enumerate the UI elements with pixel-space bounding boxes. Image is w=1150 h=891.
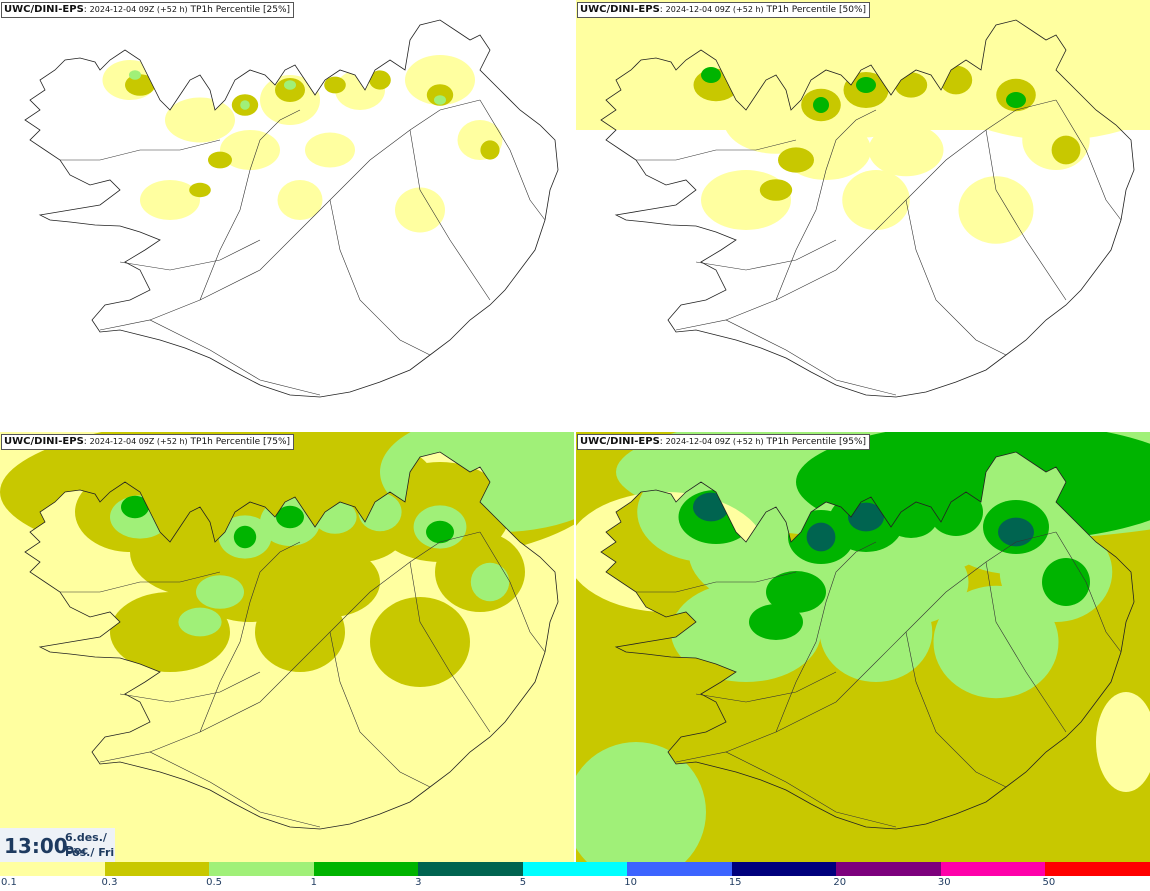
field-label: TP1h Percentile [95%] <box>766 437 867 447</box>
legend-swatch <box>522 862 629 876</box>
map-panel-p75: UWC/DINI-EPS: 2024-12-04 09Z (+52 h) TP1… <box>0 432 574 862</box>
valid-weekday: Fös./ Fri <box>65 846 115 859</box>
legend-tick-label: 50 <box>1042 877 1056 888</box>
valid-date: 6.des./ Dec <box>65 831 107 857</box>
field-label: TP1h Percentile [75%] <box>190 437 291 447</box>
precip-map-p95 <box>576 432 1150 862</box>
precip-map-p25 <box>24 19 559 398</box>
map-panel-p50: UWC/DINI-EPS: 2024-12-04 09Z (+52 h) TP1… <box>576 0 1150 430</box>
run-label: 2024-12-04 09Z (+52 h) <box>89 5 188 14</box>
source-label: UWC/DINI-EPS <box>580 4 660 15</box>
legend-swatch <box>0 862 106 876</box>
legend-swatch <box>731 862 838 876</box>
legend-tick-label: 5 <box>519 877 527 888</box>
field-label: TP1h Percentile [25%] <box>190 5 291 15</box>
legend-swatch <box>627 862 733 876</box>
map-panel-p25: UWC/DINI-EPS: 2024-12-04 09Z (+52 h) TP1… <box>0 0 574 430</box>
map-panel-p95: UWC/DINI-EPS: 2024-12-04 09Z (+52 h) TP1… <box>576 432 1150 862</box>
legend-swatch <box>940 862 1047 876</box>
legend-swatch <box>313 862 420 876</box>
run-label: 2024-12-04 09Z (+52 h) <box>665 5 764 14</box>
run-label: 2024-12-04 09Z (+52 h) <box>89 437 188 446</box>
valid-time: 13:00 <box>4 834 68 858</box>
field-label: TP1h Percentile [50%] <box>766 5 867 15</box>
legend-tick-label: 1 <box>310 877 317 888</box>
legend-tick-label: 20 <box>833 877 847 888</box>
precip-map-p50 <box>576 0 1150 398</box>
legend-tick-label: 10 <box>624 877 637 888</box>
source-label: UWC/DINI-EPS <box>4 4 84 15</box>
source-label: UWC/DINI-EPS <box>580 436 660 447</box>
legend-tick-label: 0.5 <box>206 877 222 888</box>
legend-swatch <box>1045 862 1150 876</box>
valid-time-box: 13:00 6.des./ Dec Fös./ Fri <box>0 828 115 862</box>
panel-title: UWC/DINI-EPS: 2024-12-04 09Z (+52 h) TP1… <box>1 434 295 450</box>
run-label: 2024-12-04 09Z (+52 h) <box>665 437 764 446</box>
source-label: UWC/DINI-EPS <box>4 436 84 447</box>
legend-tick-label: 30 <box>937 877 951 888</box>
legend-swatch <box>209 862 315 876</box>
panel-title: UWC/DINI-EPS: 2024-12-04 09Z (+52 h) TP1… <box>577 434 871 450</box>
legend-tick-label: 3 <box>415 877 422 888</box>
precip-color-legend: 0.1 0.3 0.5 1 3 5 10 15 20 30 50 <box>0 862 1150 891</box>
legend-swatch <box>104 862 211 876</box>
legend-tick-label: 0.1 <box>1 877 17 888</box>
legend-swatch <box>836 862 942 876</box>
legend-tick-label: 15 <box>728 877 742 888</box>
legend-tick-label: 0.3 <box>101 877 118 888</box>
panel-title: UWC/DINI-EPS: 2024-12-04 09Z (+52 h) TP1… <box>577 2 871 18</box>
panel-title: UWC/DINI-EPS: 2024-12-04 09Z (+52 h) TP1… <box>1 2 295 18</box>
legend-swatch <box>418 862 524 876</box>
precip-map-p75 <box>0 432 574 862</box>
